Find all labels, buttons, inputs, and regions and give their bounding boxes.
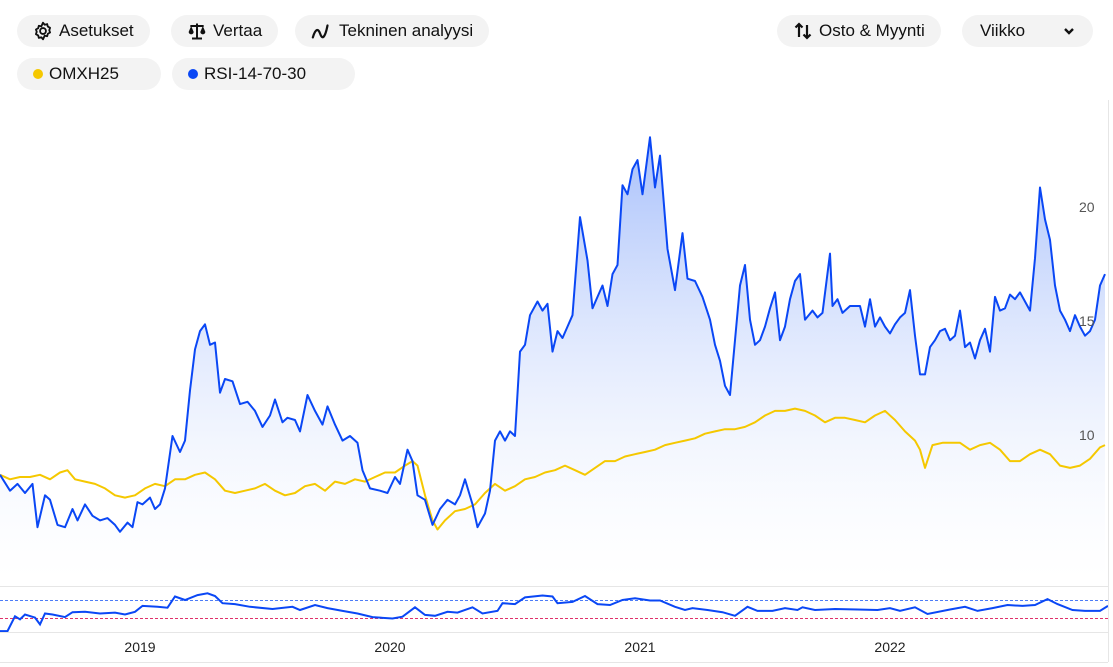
compare-button[interactable]: Vertaa: [171, 15, 279, 47]
technical-analysis-label: Tekninen analyysi: [339, 21, 474, 40]
legend-omxh25-label: OMXH25: [49, 64, 119, 83]
legend-rsi-label: RSI-14-70-30: [204, 64, 307, 83]
x-axis-tick-label: 2021: [624, 639, 656, 655]
settings-button[interactable]: Asetukset: [17, 15, 150, 47]
settings-label: Asetukset: [59, 21, 134, 40]
y-axis-tick-label: 10: [1079, 427, 1095, 443]
x-axis-tick-label: 2020: [374, 639, 406, 655]
chart-right-border: [1108, 100, 1109, 662]
yellow-dot-icon: [33, 69, 43, 79]
scale-icon: [187, 21, 207, 41]
price-area-fill: [0, 137, 1105, 581]
price-line: [0, 136, 1106, 533]
x-axis-tick-label: 2019: [124, 639, 156, 655]
x-axis-tick-label: 2022: [874, 639, 906, 655]
up-down-arrows-icon: [793, 21, 813, 41]
interval-value: Viikko: [980, 21, 1026, 40]
technical-analysis-button[interactable]: Tekninen analyysi: [295, 15, 490, 47]
buy-sell-button[interactable]: Osto & Myynti: [777, 15, 941, 47]
chart-bottom-border: [0, 662, 1108, 663]
legend-rsi[interactable]: RSI-14-70-30: [172, 58, 355, 90]
y-axis-tick-label: 15: [1079, 313, 1095, 329]
y-axis-tick-label: 20: [1079, 199, 1095, 215]
trend-line-icon: [311, 21, 333, 41]
gear-icon: [33, 21, 53, 41]
blue-dot-icon: [188, 69, 198, 79]
omxh25-line: [0, 407, 1106, 531]
compare-label: Vertaa: [213, 21, 263, 40]
buy-sell-label: Osto & Myynti: [819, 21, 925, 40]
rsi-line: [0, 592, 1109, 633]
rsi-panel-bottom-border: [0, 632, 1108, 633]
legend-omxh25[interactable]: OMXH25: [17, 58, 161, 90]
chevron-down-icon: [1063, 26, 1075, 36]
rsi-panel-top-border: [0, 586, 1108, 587]
interval-select[interactable]: Viikko: [962, 15, 1093, 47]
